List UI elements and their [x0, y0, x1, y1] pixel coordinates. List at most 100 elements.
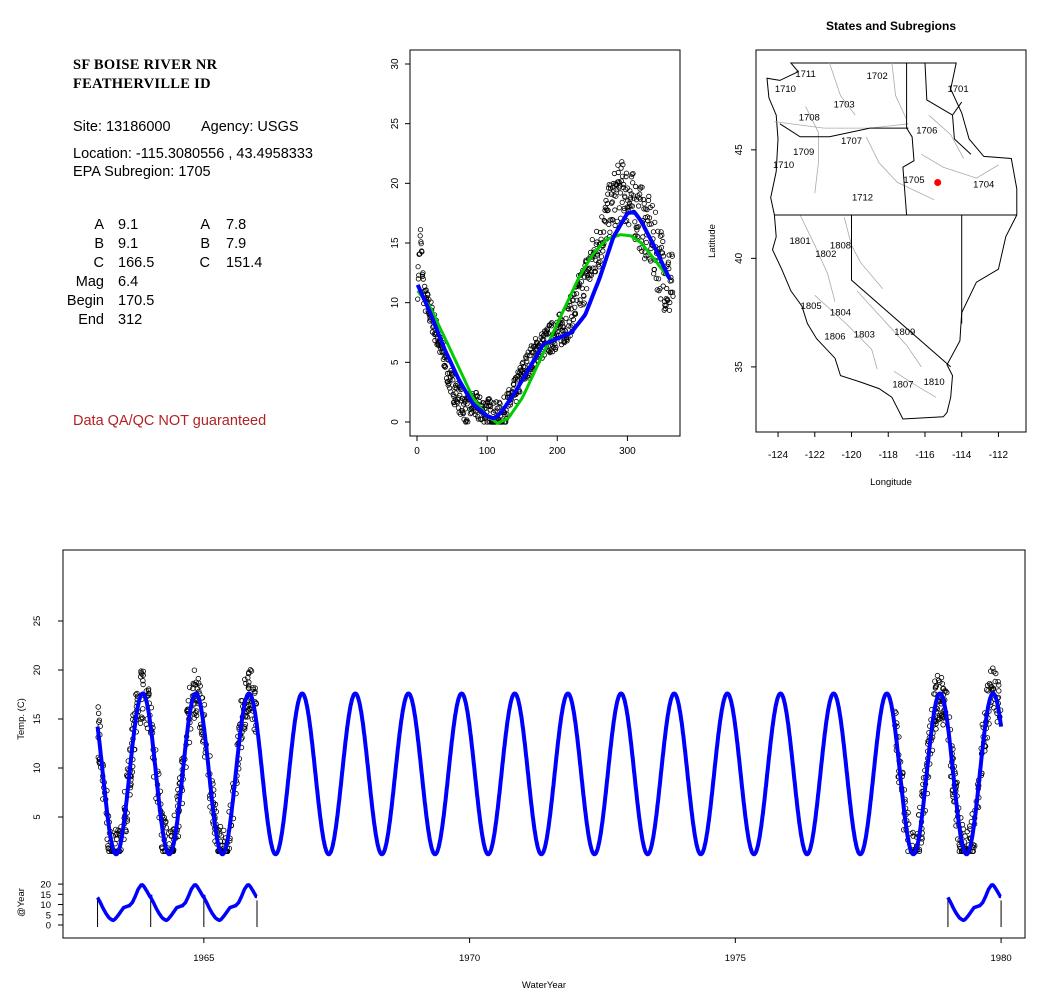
observation-point: [597, 259, 603, 265]
observation-point: [456, 395, 462, 401]
observation-point: [610, 184, 616, 190]
observation-point: [611, 187, 617, 193]
observation-point: [987, 682, 994, 688]
y-tick-label: 30: [390, 58, 401, 70]
site-info-panel: SF BOISE RIVER NR FEATHERVILLE ID Site: …: [0, 0, 380, 460]
observation-point: [145, 687, 152, 694]
observation-point: [667, 299, 673, 306]
observation-point: [910, 833, 916, 839]
observation-point: [140, 677, 146, 684]
observation-point: [218, 833, 224, 839]
observation-point: [139, 715, 146, 722]
observation-point: [967, 823, 973, 829]
subregion-border: [891, 62, 907, 120]
y-tick-label: 15: [390, 237, 401, 249]
observation-point: [190, 685, 196, 692]
observation-point: [939, 680, 945, 687]
observation-point: [605, 207, 611, 213]
observation-point: [481, 419, 487, 425]
observation-point: [488, 399, 494, 405]
observation-point: [570, 297, 576, 303]
y2-tick-label: 20: [40, 880, 51, 891]
subregion-label: 1804: [830, 308, 851, 319]
observation-point: [245, 708, 252, 714]
observation-point: [639, 184, 645, 190]
observation-point: [245, 685, 252, 691]
observation-point: [248, 668, 255, 674]
observation-point: [588, 272, 594, 278]
observation-point: [635, 203, 642, 209]
observation-point: [603, 219, 609, 225]
observation-point: [574, 291, 580, 297]
subregion-border: [856, 290, 922, 368]
observation-point: [646, 193, 652, 199]
x-tick-label: 200: [549, 446, 566, 457]
observation-point: [465, 419, 471, 425]
observation-point: [146, 690, 152, 697]
map-title: States and Subregions: [826, 19, 956, 33]
observation-point: [602, 218, 608, 224]
observation-point: [570, 316, 576, 323]
observation-point: [552, 346, 559, 352]
observation-point: [662, 305, 668, 312]
observation-point: [242, 676, 248, 683]
subregion-label: 1710: [773, 160, 794, 171]
observation-point: [629, 171, 635, 177]
subregion-label: 1808: [830, 240, 851, 251]
observation-point: [545, 330, 551, 337]
observation-point: [578, 279, 585, 285]
observation-point: [246, 679, 252, 685]
y-tick-label: 40: [734, 252, 745, 264]
observation-point: [193, 679, 199, 685]
observation-point: [935, 677, 942, 684]
subregion-label: 1709: [793, 147, 814, 158]
observation-point: [608, 191, 614, 197]
observation-point: [627, 188, 633, 194]
observation-point: [669, 251, 675, 257]
observation-point: [191, 667, 198, 673]
y-tick-label: 0: [390, 419, 401, 425]
param-label: Begin: [66, 293, 104, 309]
observation-point: [530, 350, 536, 356]
observation-point: [515, 376, 521, 382]
x-tick-label: 1965: [193, 953, 214, 964]
observation-point: [640, 234, 646, 240]
observation-point: [649, 203, 655, 209]
x-tick-label: 100: [479, 446, 496, 457]
observation-point: [415, 276, 422, 282]
param-label: End: [78, 312, 104, 328]
subregion-label: 1805: [801, 301, 822, 312]
observation-point: [993, 670, 999, 677]
observation-point: [191, 715, 197, 721]
x-tick-label: -124: [768, 450, 788, 461]
param-value: 312: [118, 312, 143, 328]
y-tick-label: 25: [390, 118, 401, 130]
observation-point: [517, 365, 523, 371]
observation-point: [632, 219, 638, 225]
observation-point: [96, 717, 103, 723]
param-value-alt: 7.8: [226, 217, 247, 233]
observation-point: [418, 239, 424, 245]
observation-point: [655, 276, 662, 282]
observation-point: [139, 714, 145, 720]
observation-point: [636, 195, 642, 201]
y-axis-label: Temp. (C): [16, 698, 27, 740]
param-label: Mag: [75, 274, 104, 290]
site-id: Site: 13186000: [73, 119, 171, 135]
observation-point: [139, 671, 145, 677]
observation-point: [589, 237, 595, 243]
observation-point: [964, 828, 970, 835]
observation-point: [995, 678, 1001, 685]
subregion-border: [921, 153, 999, 179]
y-tick-label: 15: [32, 714, 43, 725]
observation-point: [620, 181, 627, 188]
observation-point: [623, 170, 629, 176]
observation-point: [660, 283, 666, 289]
y-tick-label: 5: [390, 359, 401, 365]
seasonal-chart: 0 100 200 300 0 5 10 15 20 25 30: [390, 49, 681, 457]
subregion-label: 1706: [916, 125, 937, 136]
observation-point: [660, 238, 666, 245]
observation-point: [252, 688, 258, 695]
observation-point: [606, 221, 612, 227]
observation-point: [621, 205, 627, 211]
